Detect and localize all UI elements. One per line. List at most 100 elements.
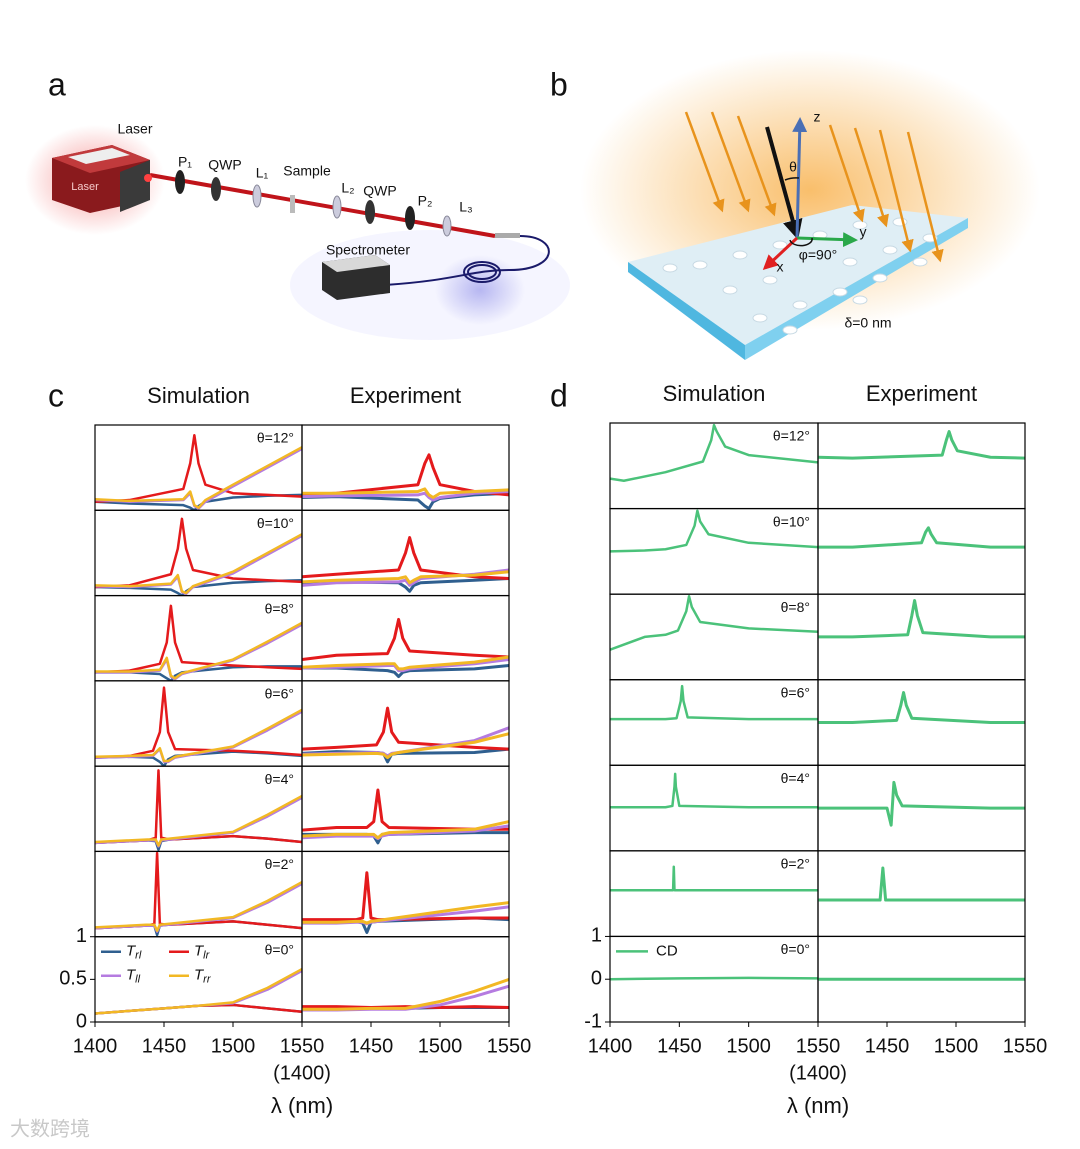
data-line bbox=[302, 487, 509, 499]
data-line bbox=[818, 780, 1025, 827]
y-tick-label: 1 bbox=[591, 925, 602, 947]
angle-label: θ bbox=[789, 159, 797, 175]
y-tick-label: 0 bbox=[76, 1010, 87, 1032]
angle-annotation: θ=0° bbox=[265, 941, 294, 957]
axis-label: y bbox=[860, 224, 867, 240]
plot-frame bbox=[817, 422, 1026, 510]
setup-label: Sample bbox=[283, 163, 331, 179]
y-tick-label: 0 bbox=[591, 967, 602, 989]
data-line bbox=[818, 866, 1025, 902]
setup-label: P₂ bbox=[418, 193, 433, 209]
x-tick-label: (1400) bbox=[789, 1062, 847, 1084]
metasurface-illustration bbox=[580, 50, 1040, 360]
panel-label: b bbox=[550, 66, 568, 102]
x-tick-label: 1450 bbox=[657, 1035, 702, 1057]
x-tick-label: 1500 bbox=[726, 1035, 771, 1057]
x-tick-label: 1500 bbox=[934, 1035, 979, 1057]
angle-annotation: θ=8° bbox=[781, 599, 810, 615]
data-line bbox=[610, 684, 818, 721]
angle-annotation: θ=6° bbox=[781, 684, 810, 700]
y-tick-label: -1 bbox=[584, 1010, 602, 1032]
legend-label: Tlr bbox=[194, 943, 211, 962]
data-line bbox=[818, 526, 1025, 549]
x-axis-label: λ (nm) bbox=[271, 1093, 333, 1118]
plot-frame bbox=[817, 935, 1026, 1023]
x-tick-label: 1400 bbox=[73, 1035, 118, 1057]
angle-annotation: θ=6° bbox=[265, 686, 294, 702]
setup-label: L₂ bbox=[341, 180, 354, 196]
setup-label: Spectrometer bbox=[326, 242, 410, 258]
data-line bbox=[818, 599, 1025, 639]
legend-label: CD bbox=[656, 942, 678, 959]
column-title: Experiment bbox=[866, 381, 977, 406]
x-tick-label: 1400 bbox=[588, 1035, 633, 1057]
x-tick-label: 1550 bbox=[487, 1035, 532, 1057]
data-line bbox=[610, 772, 818, 809]
data-line bbox=[302, 490, 509, 502]
plot-frame bbox=[817, 507, 1026, 595]
column-title: Simulation bbox=[147, 383, 250, 408]
y-tick-label: 1 bbox=[76, 925, 87, 947]
legend-label: Tll bbox=[126, 967, 141, 986]
data-line bbox=[302, 453, 509, 497]
setup-label: L₁ bbox=[256, 165, 269, 181]
column-title: Simulation bbox=[663, 381, 766, 406]
axis-label: x bbox=[777, 259, 784, 275]
x-tick-label: 1450 bbox=[349, 1035, 394, 1057]
angle-annotation: θ=12° bbox=[257, 430, 294, 446]
angle-annotation: θ=0° bbox=[781, 941, 810, 957]
data-line bbox=[302, 732, 509, 760]
x-tick-label: 1550 bbox=[796, 1035, 841, 1057]
data-line bbox=[95, 881, 302, 932]
data-line bbox=[302, 664, 509, 679]
data-line bbox=[610, 595, 818, 651]
gap-label: δ=0 nm bbox=[844, 315, 891, 331]
data-line bbox=[302, 617, 509, 662]
axis-label: z bbox=[814, 109, 821, 125]
x-axis-label: λ (nm) bbox=[787, 1093, 849, 1118]
panel-label: d bbox=[550, 377, 568, 413]
data-line bbox=[302, 871, 509, 922]
panel-label: c bbox=[48, 377, 64, 413]
angle-annotation: θ=12° bbox=[773, 428, 810, 444]
y-tick-label: 0.5 bbox=[59, 968, 87, 990]
data-line bbox=[302, 788, 509, 832]
angle-annotation: θ=8° bbox=[265, 600, 294, 616]
angle-annotation: θ=10° bbox=[257, 515, 294, 531]
data-line bbox=[302, 1005, 509, 1009]
x-tick-label: 1500 bbox=[418, 1035, 463, 1057]
data-line bbox=[95, 708, 302, 763]
data-line bbox=[818, 691, 1025, 724]
data-line bbox=[302, 655, 509, 671]
setup-label: Laser bbox=[117, 121, 152, 137]
angle-annotation: θ=2° bbox=[781, 856, 810, 872]
panel-label: a bbox=[48, 66, 66, 102]
data-line bbox=[95, 533, 302, 595]
data-line bbox=[610, 509, 818, 553]
data-line bbox=[95, 794, 302, 847]
setup-label: QWP bbox=[363, 183, 396, 199]
x-tick-label: (1400) bbox=[273, 1062, 331, 1084]
setup-label: QWP bbox=[208, 157, 241, 173]
setup-label: L₃ bbox=[459, 199, 473, 215]
x-tick-label: 1500 bbox=[211, 1035, 256, 1057]
data-line bbox=[302, 977, 509, 1011]
plot-frame bbox=[817, 850, 1026, 938]
angle-annotation: θ=4° bbox=[781, 770, 810, 786]
angle-annotation: θ=10° bbox=[773, 513, 810, 529]
setup-label: P₁ bbox=[178, 154, 192, 170]
data-line bbox=[610, 423, 818, 483]
legend-label: Trl bbox=[126, 943, 142, 962]
data-line bbox=[818, 430, 1025, 460]
angle-annotation: θ=4° bbox=[265, 771, 294, 787]
setup-illustration bbox=[25, 125, 570, 340]
plot-frame bbox=[301, 936, 510, 1023]
angle-label: φ=90° bbox=[799, 247, 837, 263]
data-line bbox=[302, 820, 509, 840]
data-line bbox=[302, 658, 509, 673]
data-line bbox=[302, 570, 509, 585]
data-line bbox=[95, 604, 302, 674]
data-line bbox=[95, 686, 302, 759]
watermark: 大数跨境 bbox=[10, 1117, 90, 1140]
data-line bbox=[95, 446, 302, 509]
